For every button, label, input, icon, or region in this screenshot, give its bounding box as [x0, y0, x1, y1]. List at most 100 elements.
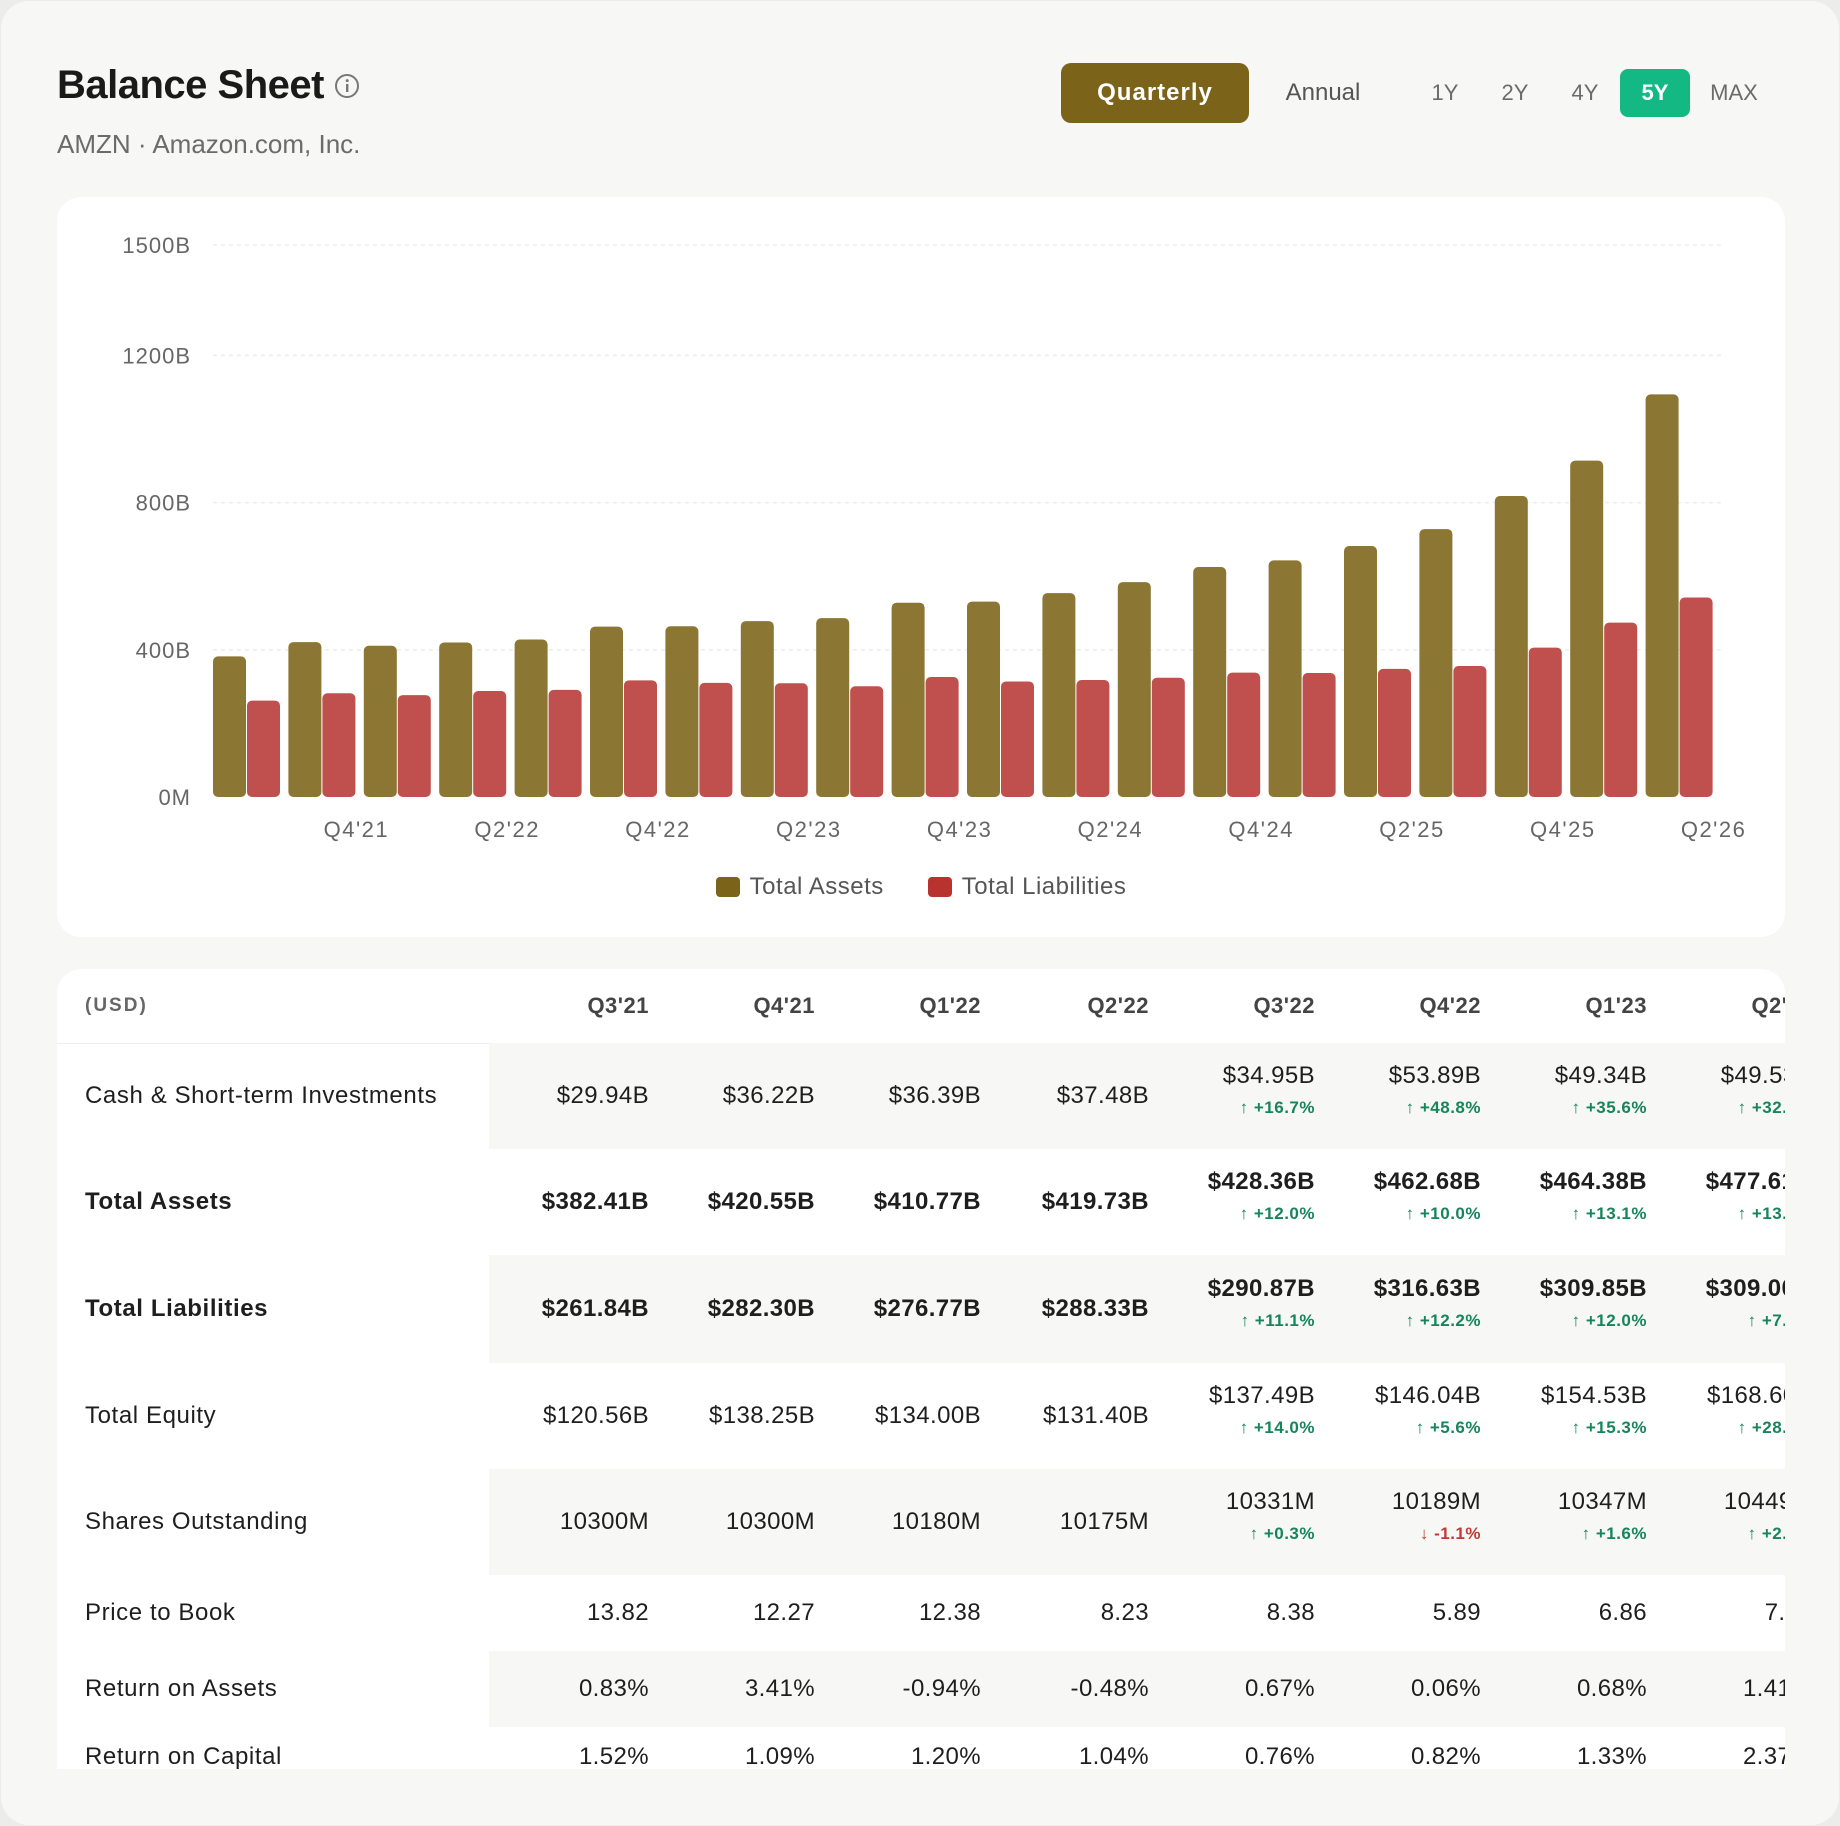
legend-item-liabilities[interactable]: Total Liabilities [927, 873, 1127, 901]
bar-total-assets[interactable] [1193, 567, 1227, 797]
cell-value: $309.85B [1539, 1275, 1647, 1302]
cell-change: ↑ +2.7% [1747, 1524, 1785, 1543]
bar-total-assets[interactable] [1268, 560, 1302, 797]
bar-total-assets[interactable] [439, 642, 473, 797]
bar-total-assets[interactable] [816, 618, 850, 797]
range-2y-button[interactable]: 2Y [1480, 69, 1550, 117]
bar-total-liabilities[interactable] [1076, 679, 1110, 797]
x-tick-label: Q4'23 [927, 817, 993, 842]
table-cell: $261.84B [499, 1295, 649, 1323]
bar-total-liabilities[interactable] [397, 695, 431, 797]
table-cell: $477.61B ↑ +13.8% [1663, 1168, 1785, 1224]
bar-total-assets[interactable] [1344, 546, 1377, 797]
cell-value: $464.38B [1539, 1168, 1647, 1195]
bar-total-liabilities[interactable] [548, 689, 582, 797]
bar-total-assets[interactable] [590, 626, 623, 797]
bar-total-liabilities[interactable] [1604, 622, 1638, 797]
table-row[interactable]: Cash & Short-term Investments $29.94B $36.… [57, 1043, 1785, 1149]
cell-value: $290.87B [1207, 1275, 1315, 1302]
table-row[interactable]: Total Equity $120.56B $138.25B $134.00B $131… [57, 1363, 1785, 1469]
bar-total-assets[interactable] [1570, 460, 1604, 797]
bar-total-liabilities[interactable] [925, 677, 959, 797]
cell-value: 0.06% [1410, 1675, 1481, 1702]
bar-total-liabilities[interactable] [322, 693, 356, 797]
cell-change: ↑ +14.0% [1239, 1418, 1315, 1437]
bar-total-liabilities[interactable] [1453, 665, 1487, 797]
row-label: Return on Capital [85, 1743, 282, 1769]
bar-total-liabilities[interactable] [1001, 681, 1034, 797]
bar-total-liabilities[interactable] [699, 682, 733, 797]
table-cell: 8.23 [999, 1599, 1149, 1627]
bar-total-assets[interactable] [665, 626, 699, 797]
cell-value: 8.38 [1266, 1599, 1315, 1626]
table-cell: 3.41% [665, 1675, 815, 1703]
bar-total-liabilities[interactable] [1679, 597, 1713, 797]
cell-value: $29.94B [556, 1082, 649, 1109]
bar-total-liabilities[interactable] [247, 700, 280, 797]
table-cell: $49.34B ↑ +35.6% [1497, 1062, 1647, 1118]
quarterly-button[interactable]: Quarterly [1061, 63, 1249, 123]
table-row[interactable]: Total Liabilities $261.84B $282.30B $276.77… [57, 1255, 1785, 1363]
cell-change: ↑ +7.2% [1747, 1311, 1785, 1330]
legend-item-assets[interactable]: Total Assets [715, 873, 884, 901]
cell-value: $288.33B [1041, 1295, 1149, 1322]
bar-total-liabilities[interactable] [1227, 672, 1261, 797]
bar-total-assets[interactable] [514, 639, 548, 797]
range-max-button[interactable]: MAX [1690, 69, 1778, 117]
x-tick-label: Q4'21 [324, 817, 390, 842]
bar-total-assets[interactable] [363, 645, 397, 797]
table-cell: $462.68B ↑ +10.0% [1331, 1168, 1481, 1224]
table-cell: 7.98 [1663, 1599, 1785, 1627]
table-cell: $36.22B [665, 1082, 815, 1110]
bar-total-assets[interactable] [288, 642, 322, 797]
bar-total-assets[interactable] [1117, 582, 1151, 797]
table-row[interactable]: Shares Outstanding 10300M 10300M 10180M 1017… [57, 1469, 1785, 1575]
cell-change: ↑ +5.6% [1415, 1418, 1481, 1437]
cell-change: ↑ +28.3% [1737, 1418, 1785, 1437]
row-label: Total Equity [85, 1402, 217, 1429]
chart-card: 0M 400B 800B 1200B 1500B Q4'21 Q2'22 Q4'22 Q2'23… [57, 197, 1785, 937]
cell-change: ↑ +13.8% [1737, 1204, 1785, 1223]
bar-total-assets[interactable] [213, 656, 246, 797]
bar-total-liabilities[interactable] [473, 691, 507, 797]
table-row[interactable]: Return on Capital 1.52% 1.09% 1.20% 1.04% 0.7… [57, 1727, 1785, 1769]
table-cell: 1.20% [831, 1743, 981, 1769]
bar-total-assets[interactable] [1645, 394, 1679, 797]
cell-value: $462.68B [1373, 1168, 1481, 1195]
bar-total-assets[interactable] [1042, 593, 1076, 797]
range-1y-button[interactable]: 1Y [1410, 69, 1480, 117]
y-tick-label: 800B [136, 491, 191, 516]
cell-value: $49.34B [1554, 1062, 1647, 1089]
bar-total-assets[interactable] [740, 621, 774, 797]
bar-total-liabilities[interactable] [1151, 677, 1185, 797]
annual-button[interactable]: Annual [1249, 63, 1397, 123]
row-label: Cash & Short-term Investments [85, 1082, 438, 1109]
table-row[interactable]: Price to Book 13.82 12.27 12.38 8.23 8.38 5.89… [57, 1575, 1785, 1651]
range-4y-button[interactable]: 4Y [1550, 69, 1620, 117]
bar-total-liabilities[interactable] [1302, 672, 1336, 797]
cell-value: $134.00B [875, 1402, 981, 1429]
table-row[interactable]: Return on Assets 0.83% 3.41% -0.94% -0.48% 0.… [57, 1651, 1785, 1727]
table-cell: 1.04% [999, 1743, 1149, 1769]
cell-value: $309.00B [1705, 1275, 1785, 1302]
bar-total-assets[interactable] [891, 602, 925, 797]
bar-total-liabilities[interactable] [624, 680, 657, 797]
cell-change: ↑ +16.7% [1239, 1098, 1315, 1117]
bar-total-assets[interactable] [967, 601, 1000, 797]
column-header: Q1'22 [919, 993, 981, 1018]
cell-value: 1.52% [578, 1743, 649, 1769]
bar-total-liabilities[interactable] [1378, 668, 1411, 797]
table-row[interactable]: Total Assets $382.41B $420.55B $410.77B $419… [57, 1149, 1785, 1255]
cell-value: $49.53B [1720, 1062, 1785, 1089]
bar-total-liabilities[interactable] [774, 683, 808, 797]
range-5y-button[interactable]: 5Y [1620, 69, 1690, 117]
bar-total-liabilities[interactable] [1528, 647, 1562, 797]
column-header: Q4'22 [1419, 993, 1481, 1018]
bar-total-assets[interactable] [1494, 495, 1528, 797]
legend-label-liabilities: Total Liabilities [961, 873, 1127, 900]
info-icon[interactable] [334, 73, 360, 99]
bar-total-assets[interactable] [1419, 529, 1453, 797]
bar-total-liabilities[interactable] [850, 686, 884, 797]
table-cell: 8.38 [1165, 1599, 1315, 1627]
cell-value: $420.55B [707, 1188, 815, 1215]
